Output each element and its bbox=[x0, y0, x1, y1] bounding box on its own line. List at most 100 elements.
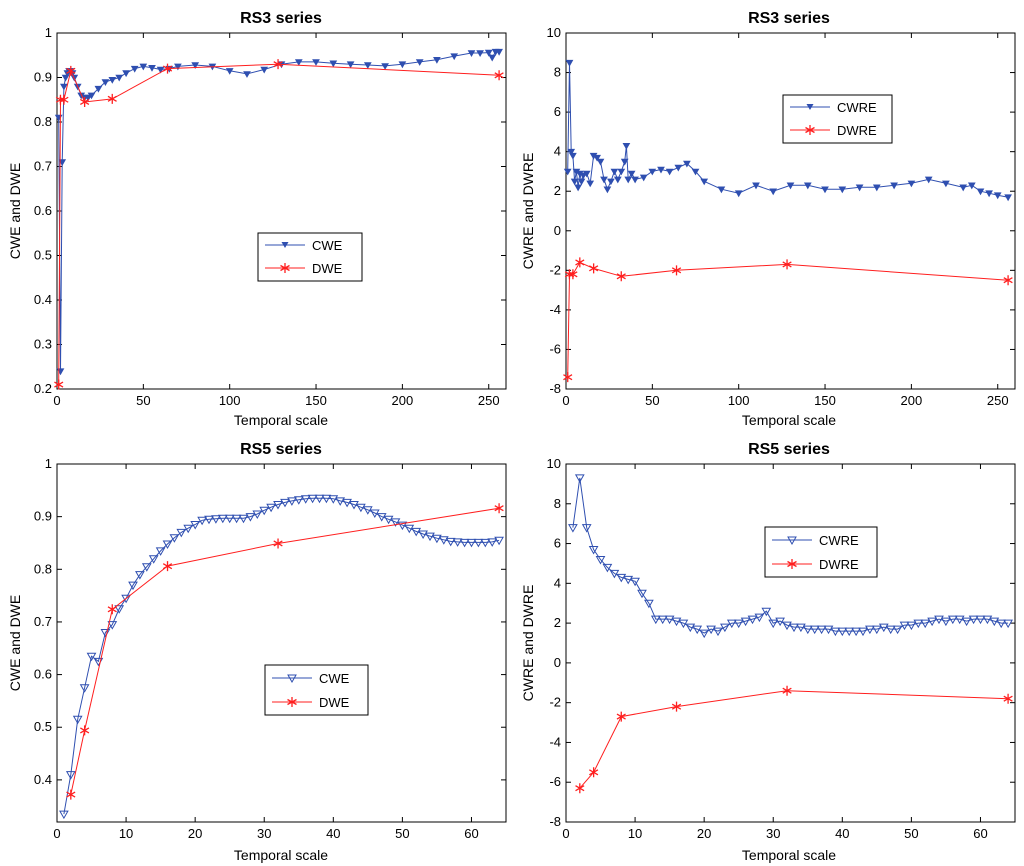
data-point-cwe bbox=[122, 70, 130, 78]
data-point-cwre bbox=[644, 599, 654, 609]
data-point-dwre bbox=[616, 271, 626, 282]
plot-frame bbox=[565, 463, 1016, 823]
plot-frame bbox=[565, 32, 1016, 390]
data-point-cwe bbox=[467, 50, 476, 58]
legend-box bbox=[764, 526, 878, 578]
data-point-cwre bbox=[620, 158, 629, 166]
data-point-cwre bbox=[637, 589, 647, 599]
data-point-cwe bbox=[425, 532, 435, 542]
axis-ticks: 0 10 20 30 40 50 60 0.4 0.5 0.6 0.7 0.8 0.9 1 bbox=[34, 456, 506, 841]
data-point-cwe bbox=[369, 509, 380, 519]
data-point-cwre bbox=[622, 143, 631, 150]
y-tick-label: 0.6 bbox=[34, 203, 52, 218]
chart-panel-rs3-cwe-dwe: RS3 series Temporal scale CWE and DWE 0 5… bbox=[7, 10, 507, 428]
data-point-cwre bbox=[623, 575, 634, 585]
data-point-cwre bbox=[588, 546, 599, 555]
data-point-cwre bbox=[809, 625, 820, 635]
data-point-cwre bbox=[796, 623, 806, 633]
y-tick-label: 4 bbox=[554, 144, 561, 159]
y-tick-label: 10 bbox=[547, 456, 561, 471]
data-point-cwre bbox=[631, 176, 639, 184]
data-point-cwe bbox=[107, 621, 118, 630]
data-point-cwre bbox=[975, 615, 986, 625]
data-point-cwre bbox=[816, 625, 827, 635]
data-point-cwre bbox=[627, 170, 636, 178]
y-axis-label: CWRE and DWRE bbox=[520, 585, 536, 702]
data-point-dwe bbox=[80, 725, 90, 736]
x-axis-label: Temporal scale bbox=[234, 412, 328, 428]
data-point-dwe bbox=[66, 65, 76, 76]
y-tick-label: 0 bbox=[554, 655, 561, 670]
x-tick-label: 50 bbox=[395, 826, 409, 841]
x-tick-label: 40 bbox=[326, 826, 340, 841]
data-point-cwe bbox=[238, 514, 249, 524]
data-point-cwe bbox=[58, 159, 67, 167]
y-tick-label: 0.6 bbox=[34, 667, 52, 682]
y-axis-label: CWE and DWE bbox=[7, 595, 23, 691]
legend: CWE DWE bbox=[264, 664, 369, 716]
legend-marker-cwe bbox=[281, 242, 289, 248]
data-point-cwe bbox=[294, 59, 303, 66]
data-point-cwe bbox=[79, 684, 90, 693]
data-point-cwre bbox=[954, 615, 965, 625]
series-layer bbox=[54, 48, 504, 390]
x-axis-label: Temporal scale bbox=[234, 847, 328, 863]
data-point-cwe bbox=[383, 515, 394, 525]
y-tick-label: -8 bbox=[549, 814, 561, 829]
data-point-cwre bbox=[577, 178, 586, 186]
data-point-cwre bbox=[871, 625, 882, 635]
data-point-cwe bbox=[376, 513, 387, 522]
data-point-cwe bbox=[87, 92, 96, 100]
data-point-cwe bbox=[141, 563, 152, 572]
x-tick-label: 20 bbox=[697, 826, 711, 841]
data-point-cwe bbox=[231, 514, 242, 524]
data-point-cwe bbox=[335, 497, 346, 506]
legend-marker-dwe bbox=[280, 263, 290, 273]
data-point-cwre bbox=[823, 625, 834, 635]
data-point-cwe bbox=[487, 538, 498, 547]
y-tick-label: 2 bbox=[554, 183, 561, 198]
y-tick-label: 0.3 bbox=[34, 337, 52, 352]
data-point-cwre bbox=[713, 627, 723, 637]
y-tick-label: 0.7 bbox=[34, 614, 52, 629]
x-tick-label: 250 bbox=[478, 393, 500, 408]
x-tick-label: 0 bbox=[53, 826, 60, 841]
y-tick-label: 0.5 bbox=[34, 719, 52, 734]
data-point-cwre bbox=[782, 621, 792, 631]
data-point-cwre bbox=[872, 184, 881, 192]
series-line-dwre bbox=[579, 690, 1009, 789]
data-point-cwre bbox=[596, 158, 605, 166]
data-point-dwe bbox=[162, 63, 173, 74]
x-tick-label: 20 bbox=[188, 826, 202, 841]
data-point-cwre bbox=[890, 182, 898, 190]
data-point-cwre bbox=[734, 190, 743, 198]
data-point-cwe bbox=[312, 59, 320, 66]
data-point-cwre bbox=[786, 182, 795, 190]
data-point-cwre bbox=[699, 629, 710, 639]
x-tick-label: 100 bbox=[728, 393, 750, 408]
data-point-cwe bbox=[260, 66, 269, 74]
data-point-cwe bbox=[494, 536, 504, 546]
legend-label-cwre: CWRE bbox=[819, 533, 859, 548]
data-point-cwre bbox=[821, 186, 829, 194]
data-point-cwe bbox=[314, 494, 325, 504]
chart-title: RS3 series bbox=[748, 10, 830, 27]
data-point-cwe bbox=[300, 495, 311, 504]
data-point-cwe bbox=[148, 555, 159, 564]
x-tick-label: 150 bbox=[305, 393, 327, 408]
y-tick-label: 6 bbox=[554, 104, 561, 119]
data-point-cwre bbox=[754, 613, 765, 623]
legend-box bbox=[782, 94, 893, 144]
data-point-cwe bbox=[135, 571, 145, 580]
data-point-cwre bbox=[1004, 194, 1012, 202]
data-point-cwe bbox=[211, 515, 221, 524]
data-point-cwe bbox=[217, 514, 228, 524]
data-point-cwre bbox=[639, 174, 648, 182]
data-point-cwre bbox=[989, 617, 1000, 627]
chart-panel-rs5-cwre-dwre: RS5 series Temporal scale CWRE and DWRE … bbox=[520, 441, 1016, 863]
legend-marker-cwre bbox=[787, 536, 797, 546]
data-point-cwre bbox=[613, 176, 622, 184]
legend-marker-dwre bbox=[787, 559, 797, 569]
data-point-cwre bbox=[947, 615, 958, 625]
data-point-cwre bbox=[976, 188, 985, 196]
